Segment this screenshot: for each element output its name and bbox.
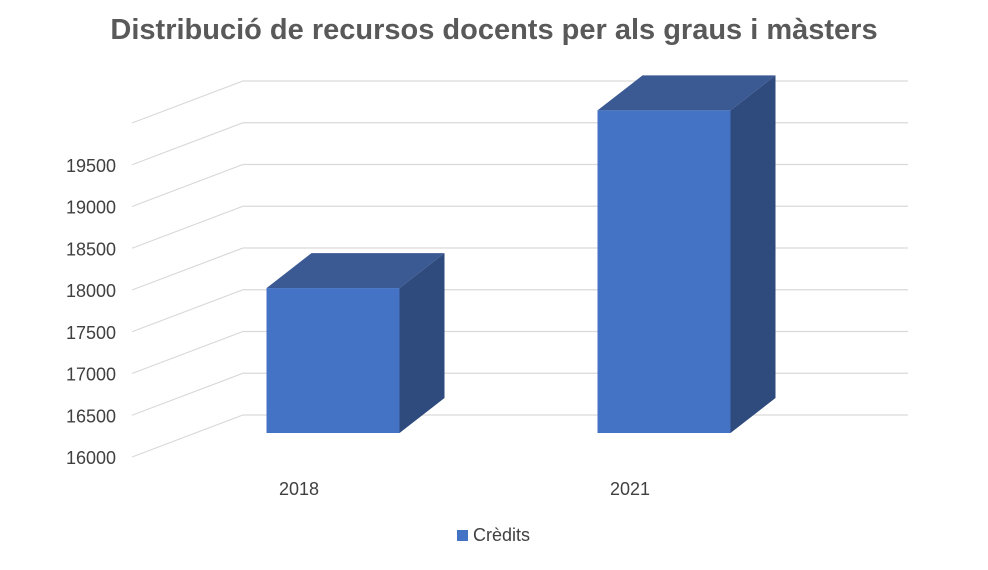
y-axis-ticks: 16000 16500 17000 17500 18000 18500 19000 19500 [66, 156, 116, 468]
y-tick-label: 16500 [66, 406, 116, 426]
gridline [131, 247, 908, 291]
chart-title: Distribució de recursos docents per als … [110, 14, 878, 46]
gridline [131, 205, 908, 249]
bar-side-face [399, 253, 445, 433]
bars [266, 75, 776, 434]
x-axis-categories: 2018 2021 [279, 479, 650, 499]
chart-walls [131, 80, 908, 458]
bar-2018 [266, 253, 445, 433]
legend-swatch [457, 530, 468, 541]
gridline [131, 163, 908, 208]
y-tick-label: 17000 [66, 365, 116, 385]
y-tick-label: 18500 [66, 239, 116, 259]
legend: Crèdits [457, 525, 530, 545]
gridline [131, 330, 908, 375]
bar-top-face [266, 253, 445, 289]
bar-2021 [597, 75, 776, 434]
y-tick-label: 19500 [66, 156, 116, 176]
bar-side-face [730, 75, 776, 434]
y-tick-label: 19000 [66, 198, 116, 218]
legend-label: Crèdits [473, 525, 530, 545]
x-category-label: 2021 [610, 479, 650, 499]
gridline [131, 289, 908, 333]
x-category-label: 2018 [279, 479, 319, 499]
bar-front-face [597, 110, 731, 434]
gridline [131, 80, 908, 124]
bar-top-face [597, 75, 776, 111]
gridline [131, 414, 908, 458]
y-tick-label: 18000 [66, 281, 116, 301]
bar-front-face [266, 288, 400, 433]
gridline [131, 122, 908, 166]
y-tick-label: 16000 [66, 448, 116, 468]
y-tick-label: 17500 [66, 323, 116, 343]
gridline [131, 372, 908, 416]
